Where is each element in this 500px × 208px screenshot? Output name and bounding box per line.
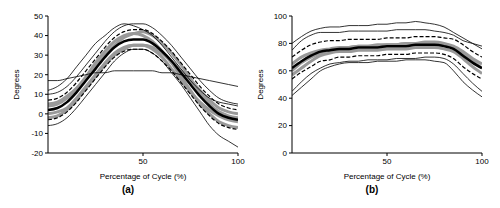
svg-text:40: 40 (278, 94, 287, 103)
svg-text:10: 10 (34, 90, 43, 99)
svg-text:Percentage of Cycle (%): Percentage of Cycle (%) (100, 172, 187, 181)
svg-text:Degrees: Degrees (256, 69, 265, 99)
html-text:(a): (a) (121, 184, 135, 195)
svg-text:20: 20 (278, 121, 287, 130)
svg-text:Percentage of Cycle (%): Percentage of Cycle (%) (344, 172, 431, 181)
svg-text:20: 20 (34, 71, 43, 80)
svg-text:50: 50 (34, 12, 43, 21)
svg-text:100: 100 (274, 12, 288, 21)
svg-text:100: 100 (231, 157, 245, 166)
svg-text:-20: -20 (31, 149, 43, 158)
svg-text:60: 60 (278, 67, 287, 76)
svg-text:Degrees: Degrees (12, 69, 21, 99)
html-text:(b): (b) (365, 184, 379, 195)
svg-text:100: 100 (475, 157, 489, 166)
svg-text:80: 80 (278, 39, 287, 48)
svg-text:40: 40 (34, 31, 43, 40)
svg-text:50: 50 (383, 157, 392, 166)
svg-text:0: 0 (39, 110, 44, 119)
svg-text:50: 50 (139, 157, 148, 166)
svg-text:30: 30 (34, 51, 43, 60)
svg-text:-10: -10 (31, 129, 43, 138)
svg-text:0: 0 (283, 149, 288, 158)
